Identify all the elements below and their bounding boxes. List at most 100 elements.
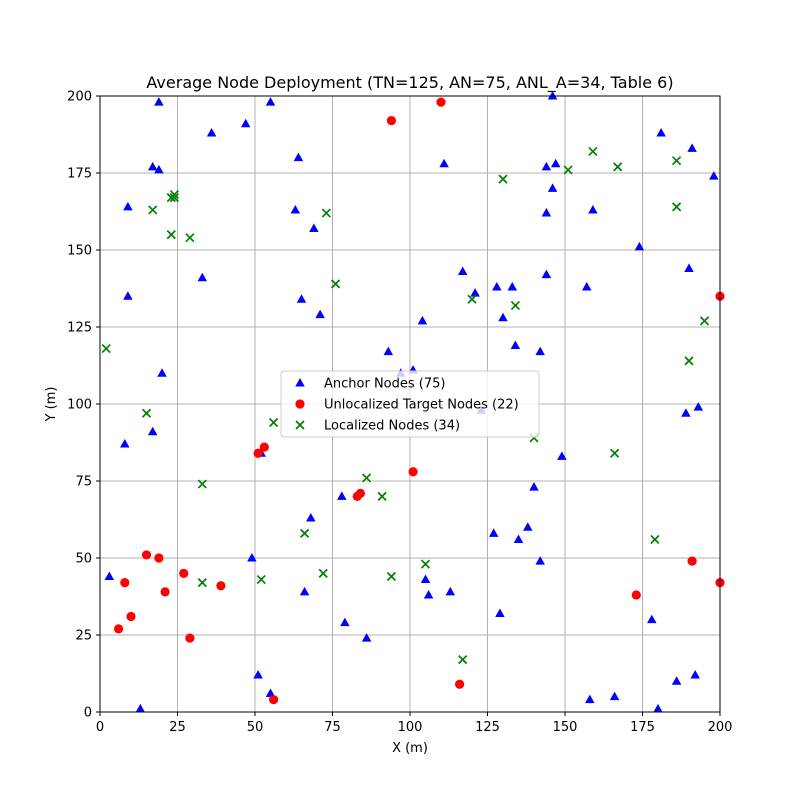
anchor-node-point bbox=[681, 408, 691, 417]
anchor-node-point bbox=[581, 281, 592, 291]
anchor-node-point bbox=[634, 241, 645, 251]
y-tick-label: 200 bbox=[67, 90, 92, 105]
unlocalized-target-point bbox=[253, 448, 263, 458]
localized-node-point bbox=[318, 568, 328, 579]
anchor-node-point bbox=[541, 269, 552, 279]
legend-marker bbox=[295, 420, 305, 430]
anchor-node-point bbox=[420, 574, 431, 584]
anchor-node-point bbox=[609, 691, 620, 701]
localized-node-point bbox=[169, 189, 180, 200]
anchor-node-point bbox=[296, 294, 307, 303]
anchor-node-point bbox=[513, 534, 524, 544]
legend-label: Localized Nodes (34) bbox=[324, 419, 460, 434]
x-axis-ticks: 0 25 50 75 100 125 150 175 200 bbox=[96, 712, 733, 735]
unlocalized-target-point bbox=[185, 633, 195, 643]
anchor-node-point bbox=[315, 309, 325, 319]
unlocalized-target-point bbox=[408, 467, 418, 477]
localized-node-point bbox=[330, 279, 341, 289]
unlocalized-target-point bbox=[386, 116, 396, 126]
anchor-node-point bbox=[265, 688, 276, 698]
anchor-node-point bbox=[523, 522, 533, 531]
anchor-node-point bbox=[656, 127, 666, 137]
unlocalized-target-point bbox=[259, 442, 269, 452]
unlocalized-target-point bbox=[160, 587, 170, 597]
y-tick-label: 25 bbox=[75, 629, 92, 644]
anchor-node-point bbox=[547, 91, 558, 100]
anchor-node-point bbox=[541, 208, 552, 217]
anchor-node-point bbox=[423, 589, 434, 599]
unlocalized-target-point bbox=[455, 679, 465, 689]
x-axis-label: X (m) bbox=[392, 741, 428, 756]
anchor-node-point bbox=[498, 312, 508, 322]
localized-node-point bbox=[361, 473, 372, 483]
y-tick-label: 0 bbox=[84, 706, 92, 721]
anchor-node-point bbox=[383, 346, 394, 356]
anchor-node-point bbox=[240, 118, 251, 128]
anchor-node-point bbox=[687, 143, 697, 152]
unlocalized-target-point bbox=[687, 556, 697, 566]
localized-node-point bbox=[563, 165, 573, 175]
localized-node-point bbox=[299, 528, 310, 538]
anchor-node-point bbox=[361, 633, 372, 642]
localized-node-point bbox=[699, 316, 710, 326]
y-tick-label: 150 bbox=[67, 244, 92, 259]
anchor-node-point bbox=[337, 491, 347, 500]
anchor-node-point bbox=[690, 670, 700, 679]
anchor-node-point bbox=[541, 161, 552, 171]
localized-node-point bbox=[141, 408, 152, 418]
localized-node-point bbox=[650, 534, 660, 545]
anchor-node-point bbox=[693, 402, 704, 411]
x-tick-label: 200 bbox=[708, 720, 733, 735]
unlocalized-target-point bbox=[631, 590, 641, 600]
localized-node-point bbox=[185, 233, 195, 243]
chart-title: Average Node Deployment (TN=125, AN=75, … bbox=[146, 73, 673, 93]
legend-label: Unlocalized Target Nodes (22) bbox=[324, 398, 519, 413]
legend-marker bbox=[295, 399, 305, 409]
localized-node-point bbox=[321, 208, 331, 218]
x-tick-label: 25 bbox=[169, 720, 186, 735]
anchor-node-point bbox=[535, 556, 545, 565]
series-1 bbox=[114, 97, 725, 705]
localized-node-point bbox=[588, 146, 598, 157]
localized-node-point bbox=[197, 479, 207, 489]
anchor-node-point bbox=[104, 571, 115, 580]
anchor-node-point bbox=[247, 553, 257, 562]
anchor-node-point bbox=[299, 586, 310, 596]
anchor-node-point bbox=[653, 703, 663, 713]
unlocalized-target-point bbox=[126, 611, 136, 622]
unlocalized-target-point bbox=[154, 553, 164, 563]
x-tick-label: 0 bbox=[96, 720, 104, 735]
localized-node-point bbox=[609, 448, 620, 458]
anchor-node-point bbox=[495, 608, 505, 617]
localized-node-point bbox=[510, 300, 521, 311]
anchor-node-point bbox=[647, 614, 657, 624]
legend-box bbox=[280, 370, 540, 438]
localized-node-point bbox=[671, 156, 682, 166]
anchor-node-point bbox=[507, 281, 518, 291]
anchor-node-point bbox=[535, 346, 545, 356]
localized-node-point bbox=[420, 559, 431, 569]
anchor-node-point bbox=[492, 281, 502, 291]
plot-frame bbox=[99, 95, 721, 713]
anchor-node-point bbox=[417, 315, 428, 325]
y-tick-label: 175 bbox=[67, 167, 92, 182]
series-0 bbox=[104, 91, 719, 713]
anchor-node-point bbox=[488, 528, 499, 537]
x-tick-label: 100 bbox=[398, 720, 423, 735]
anchor-node-point bbox=[671, 676, 682, 685]
localized-node-point bbox=[166, 229, 176, 240]
x-tick-label: 175 bbox=[630, 720, 655, 735]
y-tick-label: 100 bbox=[67, 398, 92, 413]
localized-node-point bbox=[498, 174, 508, 184]
localized-node-point bbox=[148, 205, 158, 215]
legend-label: Anchor Nodes (75) bbox=[324, 377, 445, 392]
y-axis-ticks: 0 25 50 75 100 125 150 175 200 bbox=[67, 90, 100, 721]
localized-node-point bbox=[671, 202, 682, 212]
y-tick-label: 125 bbox=[67, 321, 92, 336]
unlocalized-target-point bbox=[141, 550, 152, 560]
unlocalized-target-point bbox=[269, 695, 279, 705]
anchor-node-point bbox=[123, 201, 133, 211]
anchor-node-point bbox=[470, 288, 480, 297]
anchor-node-point bbox=[445, 586, 456, 596]
